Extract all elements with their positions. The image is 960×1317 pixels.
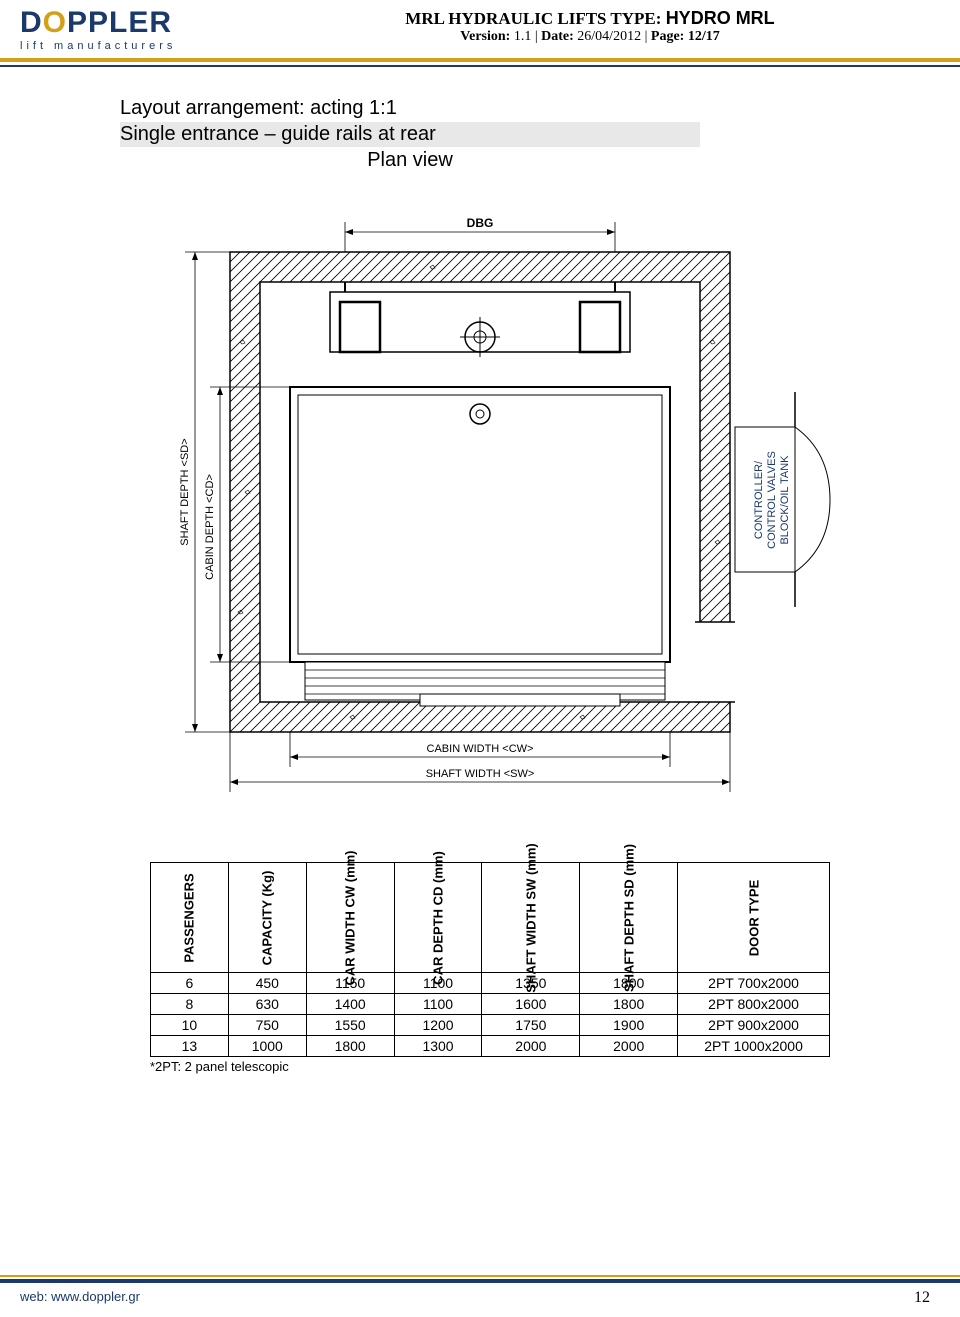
main-content: Layout arrangement: acting 1:1 Single en… <box>0 67 960 1074</box>
header-meta: MRL HYDRAULIC LIFTS TYPE: HYDRO MRL Vers… <box>240 8 940 45</box>
cell: 10 <box>151 1015 229 1036</box>
header-yellow-divider <box>0 58 960 62</box>
logo-subtitle: lift manufacturers <box>20 40 240 52</box>
col-door-type: DOOR TYPE <box>678 863 830 973</box>
controller-label-2: CONTROL VALVES <box>766 451 778 549</box>
page-label: Page: <box>651 29 684 44</box>
footer-page-num: 12 <box>914 1289 930 1307</box>
col-car-width: CAR WIDTH CW (mm) <box>306 863 394 973</box>
page-header: DOPPLER lift manufacturers MRL HYDRAULIC… <box>0 0 960 52</box>
plan-view-diagram: DBG SHAFT DEPTH <SD> CABIN DEPTH <CD> <box>130 192 850 832</box>
dimension-table: PASSENGERS CAPACITY (Kg) CAR WIDTH CW (m… <box>150 862 830 1057</box>
shaft-width-label: SHAFT WIDTH <SW> <box>426 768 535 780</box>
subtitle-bg: Single entrance – guide rails at rear <box>120 122 700 147</box>
doc-title: MRL HYDRAULIC LIFTS TYPE: HYDRO MRL <box>240 8 940 29</box>
cell: 1300 <box>394 1036 482 1057</box>
web-label: web: <box>20 1289 47 1304</box>
table-row: 13 1000 1800 1300 2000 2000 2PT 1000x200… <box>151 1036 830 1057</box>
date-value: 26/04/2012 <box>577 29 641 44</box>
cell: 1600 <box>482 994 580 1015</box>
table-header-row: PASSENGERS CAPACITY (Kg) CAR WIDTH CW (m… <box>151 863 830 973</box>
dimension-table-wrap: PASSENGERS CAPACITY (Kg) CAR WIDTH CW (m… <box>150 862 830 1074</box>
cell: 1200 <box>394 1015 482 1036</box>
cabin-depth-label: CABIN DEPTH <CD> <box>204 474 216 580</box>
col-passengers: PASSENGERS <box>151 863 229 973</box>
doc-meta-line: Version: 1.1 | Date: 26/04/2012 | Page: … <box>240 29 940 45</box>
col-capacity: CAPACITY (Kg) <box>228 863 306 973</box>
cell: 1800 <box>580 994 678 1015</box>
cell: 2PT 900x2000 <box>678 1015 830 1036</box>
cell: 450 <box>228 973 306 994</box>
cell: 2000 <box>580 1036 678 1057</box>
table-row: 8 630 1400 1100 1600 1800 2PT 800x2000 <box>151 994 830 1015</box>
footer-yellow-bar <box>0 1275 960 1277</box>
cell: 2PT 800x2000 <box>678 994 830 1015</box>
date-label: Date: <box>541 29 574 44</box>
table-body: 6 450 1150 1100 1350 1800 2PT 700x2000 8… <box>151 973 830 1057</box>
col-car-depth: CAR DEPTH CD (mm) <box>394 863 482 973</box>
subtitle: Single entrance – guide rails at rear <box>120 123 700 146</box>
cell: 750 <box>228 1015 306 1036</box>
controller-label-1: CONTROLLER/ <box>753 460 765 539</box>
cell: 2PT 1000x2000 <box>678 1036 830 1057</box>
page-value: 12/17 <box>688 29 720 44</box>
diagram-svg: DBG SHAFT DEPTH <SD> CABIN DEPTH <CD> <box>130 192 850 832</box>
page-footer: web: www.doppler.gr 12 <box>0 1275 960 1317</box>
table-row: 10 750 1550 1200 1750 1900 2PT 900x2000 <box>151 1015 830 1036</box>
cell: 1750 <box>482 1015 580 1036</box>
cell: 630 <box>228 994 306 1015</box>
cell: 1900 <box>580 1015 678 1036</box>
col-shaft-width: SHAFT WIDTH SW (mm) <box>482 863 580 973</box>
web-url: www.doppler.gr <box>51 1289 140 1304</box>
cell: 1400 <box>306 994 394 1015</box>
plan-view-label: Plan view <box>120 149 700 172</box>
table-row: 6 450 1150 1100 1350 1800 2PT 700x2000 <box>151 973 830 994</box>
doc-title-prefix: MRL HYDRAULIC LIFTS TYPE: <box>405 9 665 28</box>
cell: 8 <box>151 994 229 1015</box>
logo: DOPPLER lift manufacturers <box>20 8 240 52</box>
col-shaft-depth: SHAFT DEPTH SD (mm) <box>580 863 678 973</box>
cell: 1800 <box>306 1036 394 1057</box>
footer-web: web: www.doppler.gr <box>20 1289 140 1307</box>
version-label: Version: <box>460 29 510 44</box>
footer-dividers <box>0 1275 960 1283</box>
shaft-depth-label: SHAFT DEPTH <SD> <box>179 438 191 545</box>
table-footnote: *2PT: 2 panel telescopic <box>150 1059 830 1074</box>
controller-label-3: BLOCK/OIL TANK <box>779 455 791 545</box>
version-value: 1.1 <box>514 29 532 44</box>
footer-content: web: www.doppler.gr 12 <box>0 1283 960 1317</box>
cell: 2PT 700x2000 <box>678 973 830 994</box>
cell: 1100 <box>394 994 482 1015</box>
cell: 1000 <box>228 1036 306 1057</box>
cell: 13 <box>151 1036 229 1057</box>
cabin-width-label: CABIN WIDTH <CW> <box>427 743 534 755</box>
dbg-label: DBG <box>467 216 494 230</box>
cell: 6 <box>151 973 229 994</box>
layout-title: Layout arrangement: acting 1:1 <box>120 97 860 120</box>
cell: 2000 <box>482 1036 580 1057</box>
doc-title-type: HYDRO MRL <box>666 8 775 28</box>
logo-text: DOPPLER <box>20 8 240 38</box>
cell: 1550 <box>306 1015 394 1036</box>
